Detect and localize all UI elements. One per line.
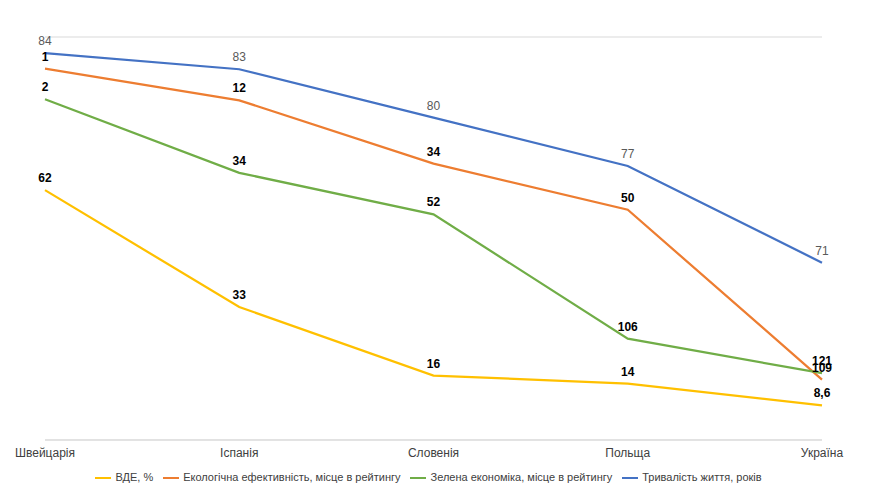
svg-text:71: 71 [815, 244, 829, 258]
html-text:Зелена економіка, місце в рейт: Зелена економіка, місце в рейтингу [430, 470, 613, 483]
svg-text:50: 50 [621, 191, 635, 205]
svg-text:77: 77 [621, 147, 635, 161]
svg-text:16: 16 [427, 357, 441, 371]
html-text:Тривалість життя, років: Тривалість життя, років [642, 470, 762, 483]
svg-text:Польща: Польща [605, 446, 650, 460]
svg-text:Словенія: Словенія [408, 446, 459, 460]
svg-text:83: 83 [233, 50, 247, 64]
svg-text:8,6: 8,6 [814, 386, 831, 400]
svg-text:84: 84 [38, 34, 52, 48]
svg-text:1: 1 [42, 50, 49, 64]
html-text:ВДЕ, %: ВДЕ, % [115, 470, 154, 483]
svg-text:Іспанія: Іспанія [220, 446, 258, 460]
svg-text:14: 14 [621, 365, 635, 379]
html-text:Екологічна ефективність, місце: Екологічна ефективність, місце в рейтинг… [183, 470, 401, 483]
svg-text:12: 12 [233, 81, 247, 95]
svg-text:62: 62 [38, 171, 52, 185]
svg-text:Швейцарія: Швейцарія [15, 446, 75, 460]
svg-text:33: 33 [233, 288, 247, 302]
svg-text:80: 80 [427, 99, 441, 113]
svg-text:52: 52 [427, 195, 441, 209]
svg-text:121: 121 [812, 354, 832, 368]
svg-text:2: 2 [42, 80, 49, 94]
svg-text:106: 106 [618, 320, 638, 334]
svg-text:34: 34 [233, 154, 247, 168]
svg-text:Україна: Україна [801, 446, 844, 460]
svg-text:34: 34 [427, 145, 441, 159]
